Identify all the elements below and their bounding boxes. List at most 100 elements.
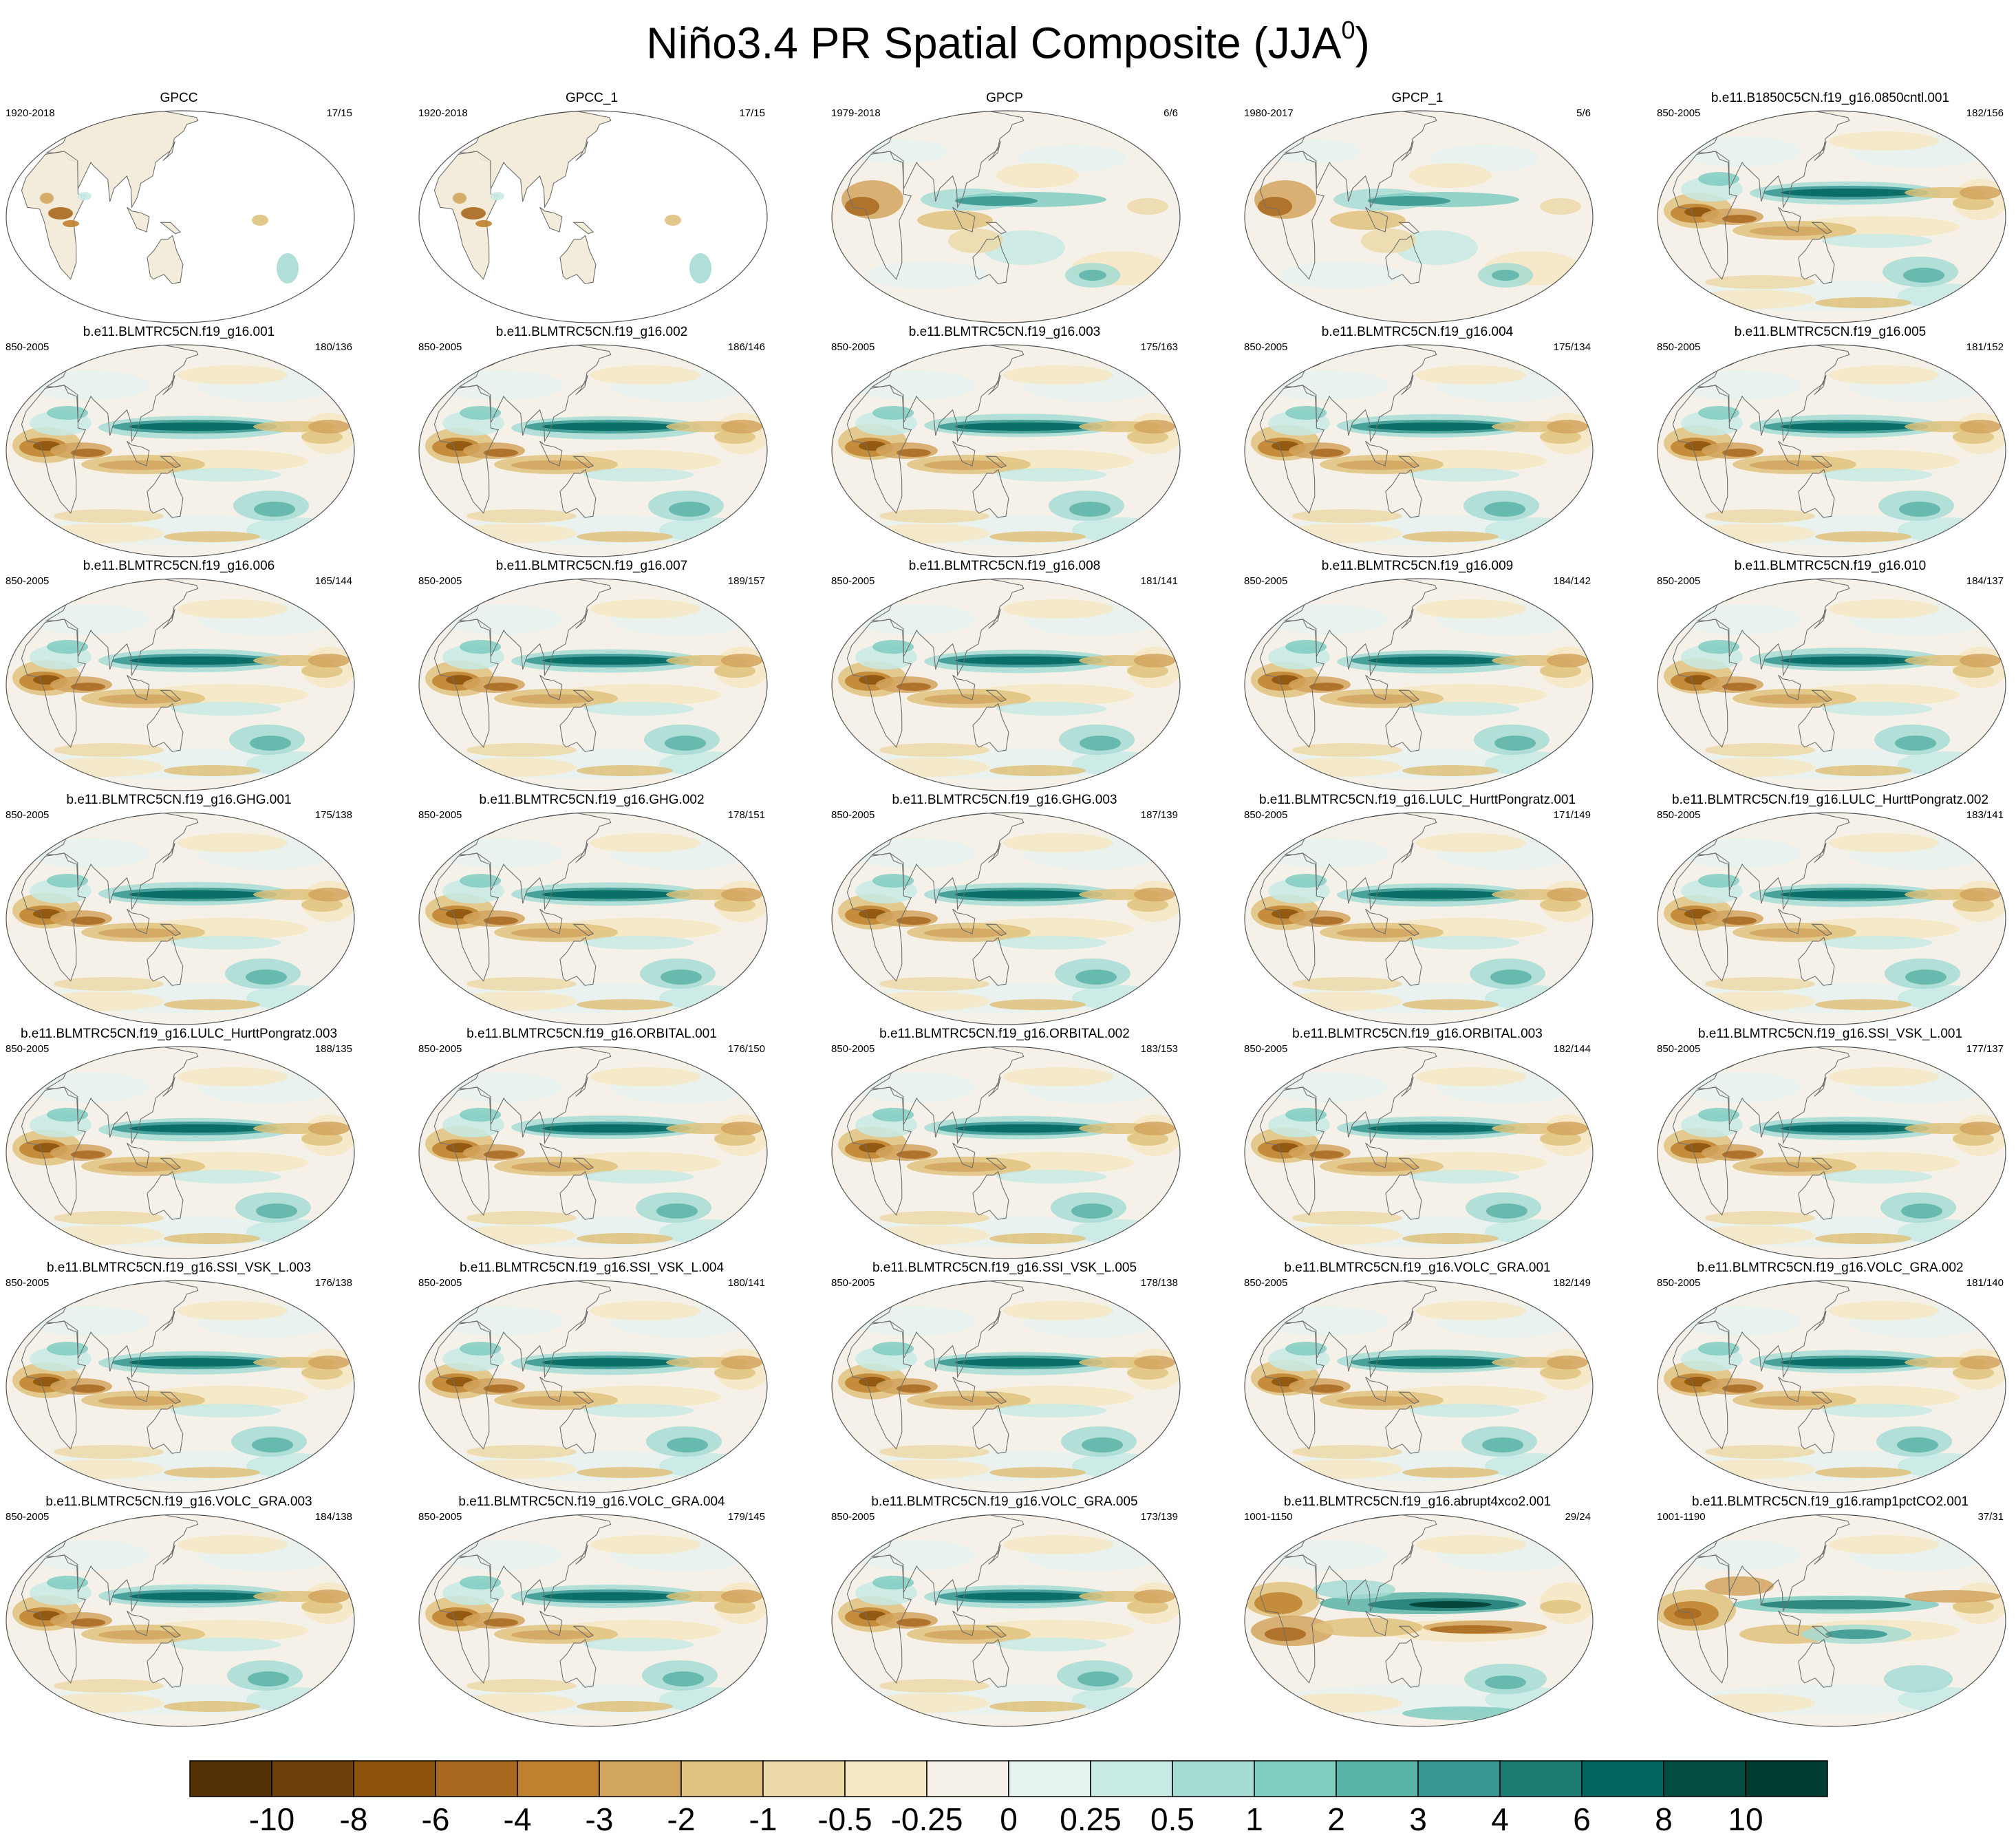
- map-plot: [6, 344, 355, 557]
- panel-event-count: 176/138: [314, 1277, 352, 1289]
- map-plot: [1244, 812, 1594, 1025]
- panel-event-count: 182/149: [1553, 1277, 1591, 1289]
- panel-event-count: 187/139: [1140, 809, 1178, 821]
- panel-title: b.e11.BLMTRC5CN.f19_g16.SSI_VSK_L.004: [459, 1261, 725, 1275]
- map-panel: b.e11.BLMTRC5CN.f19_g16.LULC_HurttPongra…: [0, 1027, 358, 1259]
- map-border: [6, 1514, 355, 1727]
- panel-title: b.e11.BLMTRC5CN.f19_g16.SSI_VSK_L.003: [46, 1261, 312, 1275]
- map-panel: b.e11.BLMTRC5CN.f19_g16.005 850-2005 181/1…: [1651, 325, 2009, 557]
- map-panel: b.e11.BLMTRC5CN.f19_g16.004 850-2005 175/1…: [1238, 325, 1596, 557]
- panel-event-count: 171/149: [1553, 809, 1591, 821]
- map-border: [6, 578, 355, 791]
- map-panel: b.e11.BLMTRC5CN.f19_g16.GHG.003 850-2005 1…: [826, 793, 1183, 1025]
- map-plot: [418, 1046, 768, 1259]
- panel-period: 850-2005: [1244, 1043, 1288, 1055]
- panel-event-count: 178/138: [1140, 1277, 1178, 1289]
- colorbar-tick-label: -0.25: [890, 1801, 963, 1837]
- map-panel: b.e11.BLMTRC5CN.f19_g16.SSI_VSK_L.004 850…: [413, 1261, 771, 1493]
- map-plot: [831, 1046, 1181, 1259]
- map-plot: [418, 344, 768, 557]
- panel-title: b.e11.BLMTRC5CN.f19_g16.VOLC_GRA.003: [45, 1495, 312, 1509]
- map-plot: [1657, 1280, 2006, 1493]
- colorbar-labels: -10 -8 -6 -4 -3 -2 -1 -0.5 -0.25 0 0.25 0.5 1 2 3 4 6 8 10: [0, 1801, 2016, 1842]
- panel-title: b.e11.BLMTRC5CN.f19_g16.006: [83, 559, 275, 573]
- panel-title: b.e11.BLMTRC5CN.f19_g16.GHG.003: [892, 793, 1117, 807]
- panel-title: b.e11.BLMTRC5CN.f19_g16.VOLC_GRA.005: [871, 1495, 1138, 1509]
- panel-period: 1980-2017: [1244, 107, 1294, 119]
- colorbar-swatch: [271, 1760, 354, 1797]
- map-border: [1244, 344, 1594, 557]
- map-plot: [1657, 110, 2006, 323]
- panel-period: 850-2005: [418, 1043, 462, 1055]
- map-plot: [418, 1280, 768, 1493]
- colorbar-tick-label: 0.25: [1060, 1801, 1122, 1837]
- colorbar-tick-label: 8: [1655, 1801, 1673, 1837]
- panel-event-count: 177/137: [1966, 1043, 2004, 1055]
- panel-event-count: 17/15: [739, 107, 765, 119]
- panel-period: 850-2005: [6, 809, 50, 821]
- panel-period: 850-2005: [1657, 341, 1701, 353]
- map-plot: [1657, 1046, 2006, 1259]
- panel-event-count: 175/163: [1140, 341, 1178, 353]
- panel-period: 850-2005: [6, 1511, 50, 1523]
- panel-event-count: 180/141: [727, 1277, 765, 1289]
- colorbar-swatch: [1008, 1760, 1091, 1797]
- panel-period: 850-2005: [1657, 575, 1701, 587]
- panel-period: 850-2005: [831, 341, 875, 353]
- panel-title: b.e11.BLMTRC5CN.f19_g16.ORBITAL.001: [467, 1027, 717, 1041]
- panel-period: 850-2005: [418, 1511, 462, 1523]
- map-plot: [831, 110, 1181, 323]
- panel-period: 850-2005: [6, 341, 50, 353]
- panel-event-count: 37/31: [1977, 1511, 2004, 1523]
- colorbar-swatch: [1090, 1760, 1173, 1797]
- panel-period: 850-2005: [831, 1043, 875, 1055]
- panel-title: b.e11.BLMTRC5CN.f19_g16.003: [908, 325, 1101, 339]
- panel-title: GPCP_1: [1391, 91, 1444, 105]
- map-plot: [6, 1514, 355, 1727]
- panel-title: b.e11.BLMTRC5CN.f19_g16.008: [908, 559, 1101, 573]
- map-plot: [6, 812, 355, 1025]
- colorbar-tick-label: -1: [749, 1801, 778, 1837]
- colorbar-tick-label: 0.5: [1150, 1801, 1194, 1837]
- panel-title: b.e11.BLMTRC5CN.f19_g16.VOLC_GRA.001: [1284, 1261, 1551, 1275]
- panel-event-count: 189/157: [727, 575, 765, 587]
- panel-event-count: 165/144: [314, 575, 352, 587]
- panel-title: b.e11.BLMTRC5CN.f19_g16.004: [1321, 325, 1514, 339]
- panel-title: GPCC_1: [565, 91, 619, 105]
- panel-title: b.e11.BLMTRC5CN.f19_g16.007: [495, 559, 688, 573]
- map-panel: b.e11.BLMTRC5CN.f19_g16.VOLC_GRA.003 850-…: [0, 1495, 358, 1727]
- map-plot: [1657, 578, 2006, 791]
- colorbar-swatch: [1581, 1760, 1664, 1797]
- map-panel: b.e11.BLMTRC5CN.f19_g16.ramp1pctCO2.001 1…: [1651, 1495, 2009, 1727]
- map-border: [1244, 1046, 1594, 1259]
- panel-period: 850-2005: [1657, 1277, 1701, 1289]
- panel-event-count: 178/151: [727, 809, 765, 821]
- map-border: [1244, 578, 1594, 791]
- map-border: [418, 812, 768, 1025]
- colorbar-tick-label: 4: [1491, 1801, 1509, 1837]
- colorbar-swatch: [1663, 1760, 1746, 1797]
- map-panel: b.e11.BLMTRC5CN.f19_g16.LULC_HurttPongra…: [1238, 793, 1596, 1025]
- colorbar-tick-label: 0: [1000, 1801, 1018, 1837]
- panel-title: b.e11.BLMTRC5CN.f19_g16.LULC_HurttPongra…: [1671, 793, 1989, 807]
- map-panel: b.e11.BLMTRC5CN.f19_g16.abrupt4xco2.001 1…: [1238, 1495, 1596, 1727]
- map-plot: [418, 812, 768, 1025]
- colorbar-tick-label: 1: [1245, 1801, 1263, 1837]
- map-panel: b.e11.B1850C5CN.f19_g16.0850cntl.001 850-…: [1651, 91, 2009, 323]
- colorbar-swatch: [680, 1760, 764, 1797]
- panel-title: b.e11.BLMTRC5CN.f19_g16.GHG.001: [66, 793, 292, 807]
- map-border: [6, 344, 355, 557]
- map-border: [1657, 1514, 2006, 1727]
- panel-event-count: 6/6: [1164, 107, 1178, 119]
- map-plot: [6, 1046, 355, 1259]
- panel-event-count: 180/136: [314, 341, 352, 353]
- panel-event-count: 184/142: [1553, 575, 1591, 587]
- panel-period: 850-2005: [831, 809, 875, 821]
- panel-title: b.e11.BLMTRC5CN.f19_g16.ORBITAL.002: [879, 1027, 1130, 1041]
- colorbar-tick-label: -8: [339, 1801, 368, 1837]
- map-border: [1244, 110, 1594, 323]
- map-panel: b.e11.BLMTRC5CN.f19_g16.GHG.002 850-2005 1…: [413, 793, 771, 1025]
- panel-title: b.e11.BLMTRC5CN.f19_g16.VOLC_GRA.004: [458, 1495, 725, 1509]
- colorbar-swatch: [762, 1760, 846, 1797]
- map-border: [831, 344, 1181, 557]
